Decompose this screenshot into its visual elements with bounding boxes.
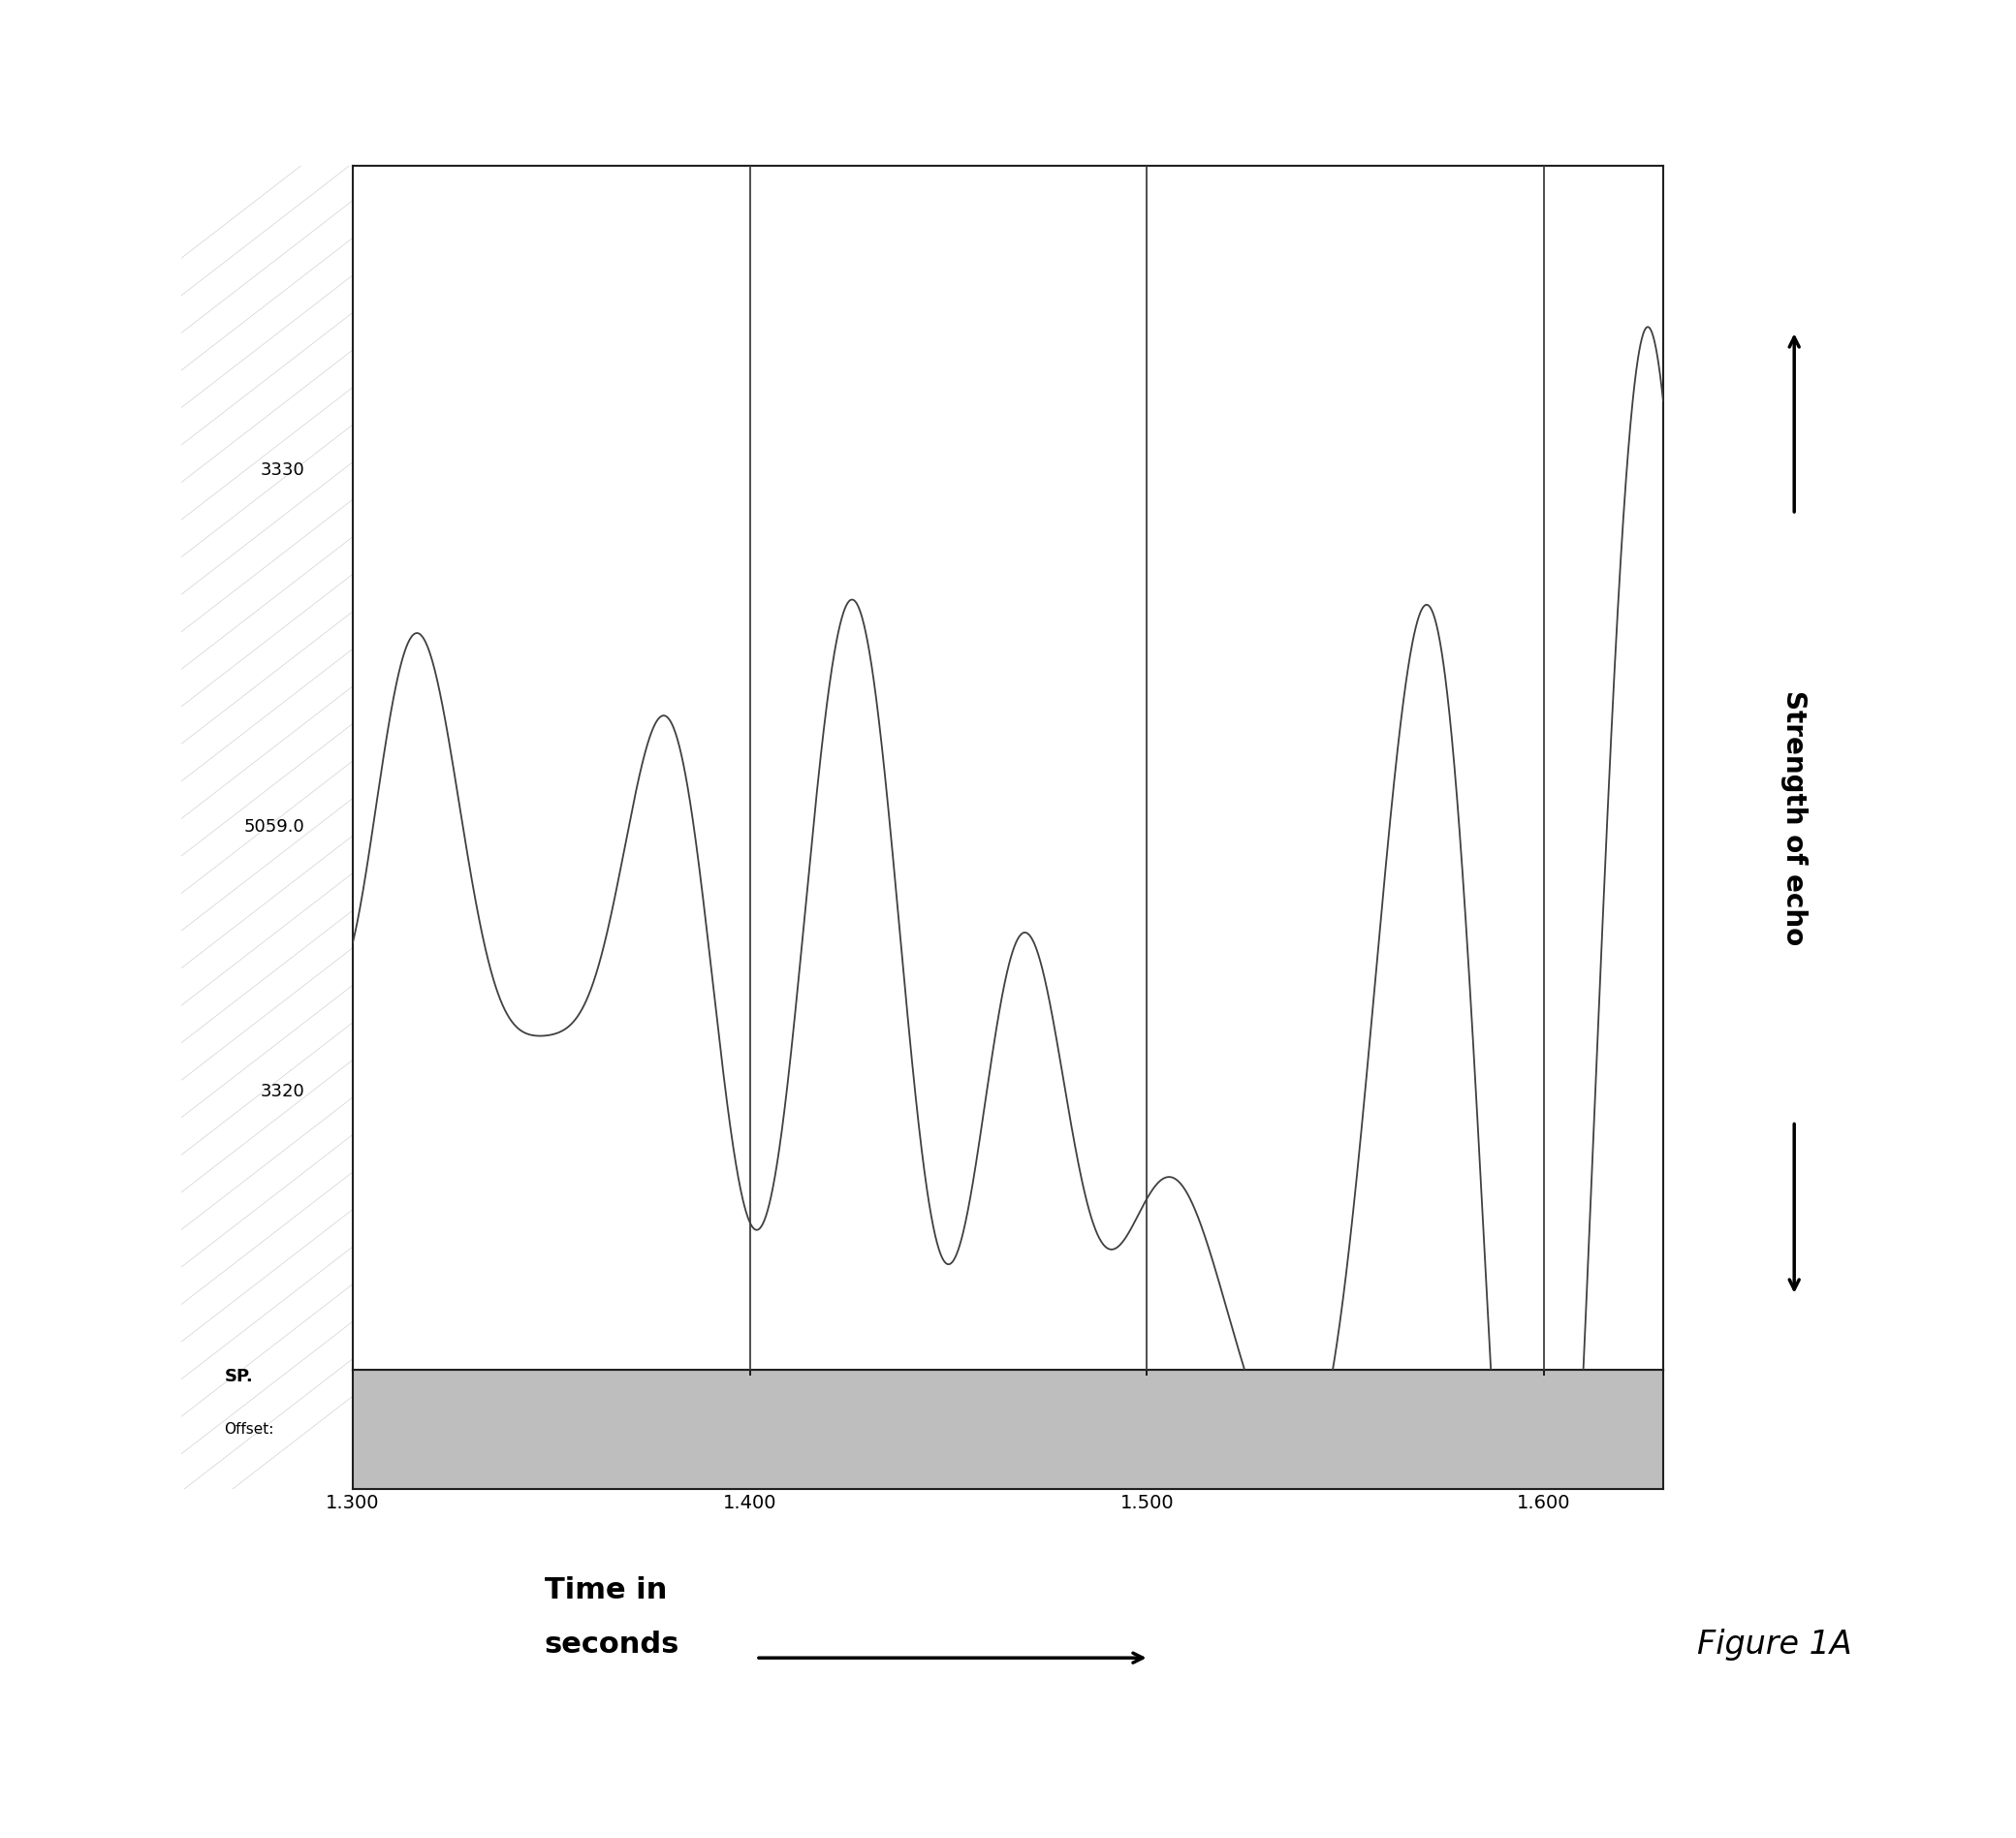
Text: Time in: Time in — [544, 1575, 667, 1605]
Text: Strength of echo: Strength of echo — [1780, 691, 1808, 945]
Text: Figure 1A: Figure 1A — [1697, 1628, 1851, 1662]
Text: 3320: 3320 — [260, 1083, 304, 1101]
Text: 5059.0: 5059.0 — [244, 818, 304, 836]
Text: SP.: SP. — [224, 1367, 254, 1386]
Text: seconds: seconds — [544, 1630, 679, 1660]
Text: Offset:: Offset: — [224, 1423, 274, 1437]
Text: 3330: 3330 — [260, 461, 304, 478]
